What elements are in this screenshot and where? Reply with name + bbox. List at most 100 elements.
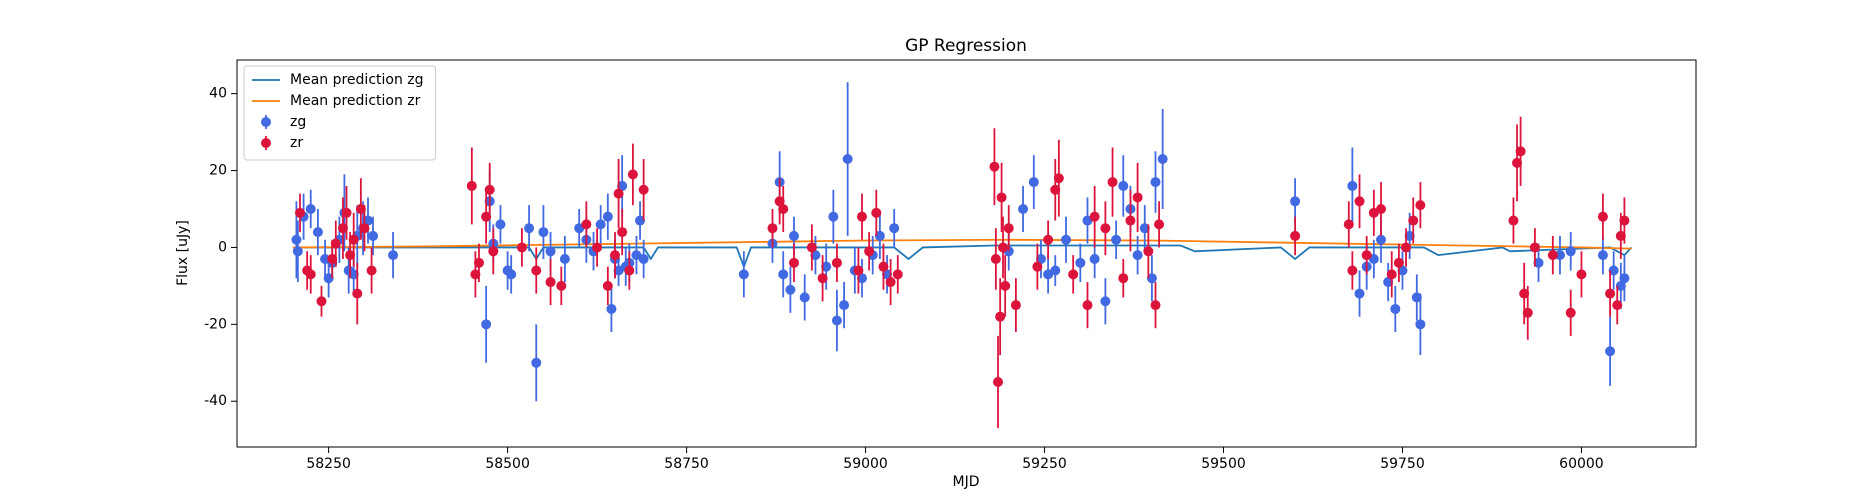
data-point bbox=[842, 154, 853, 165]
data-point bbox=[348, 269, 359, 280]
data-point bbox=[853, 265, 864, 276]
data-point bbox=[305, 203, 316, 214]
data-point bbox=[885, 277, 896, 288]
data-point bbox=[352, 288, 363, 299]
legend-box bbox=[243, 65, 437, 161]
y-tick-label: -40 bbox=[204, 393, 227, 409]
data-point bbox=[828, 211, 839, 222]
data-point bbox=[806, 242, 817, 253]
data-point bbox=[592, 242, 603, 253]
data-point bbox=[368, 230, 379, 241]
data-point bbox=[856, 273, 867, 284]
data-point bbox=[1390, 303, 1401, 314]
data-point bbox=[545, 277, 556, 288]
x-tick-label: 60000 bbox=[1559, 456, 1604, 472]
axes-frame bbox=[236, 59, 1697, 448]
data-point bbox=[1075, 257, 1086, 268]
data-point bbox=[481, 211, 492, 222]
data-point bbox=[1035, 253, 1046, 264]
data-point bbox=[778, 269, 789, 280]
data-point bbox=[366, 265, 377, 276]
data-point bbox=[1519, 288, 1530, 299]
y-tick-label: 0 bbox=[218, 239, 227, 255]
data-point bbox=[1533, 257, 1544, 268]
data-point bbox=[538, 227, 549, 238]
data-point bbox=[355, 203, 366, 214]
data-point bbox=[466, 180, 477, 191]
data-point bbox=[531, 357, 542, 368]
legend-label: zg bbox=[290, 114, 306, 130]
data-point bbox=[337, 223, 348, 234]
data-point bbox=[788, 257, 799, 268]
x-tick-label: 59000 bbox=[843, 456, 888, 472]
data-point bbox=[1576, 269, 1587, 280]
data-point bbox=[1132, 250, 1143, 261]
data-point bbox=[871, 207, 882, 218]
data-point bbox=[294, 207, 305, 218]
data-point bbox=[778, 203, 789, 214]
legend: Mean prediction zg Mean prediction zr zg zr bbox=[243, 65, 437, 161]
data-point bbox=[889, 223, 900, 234]
data-point bbox=[990, 253, 1001, 264]
data-point bbox=[821, 261, 832, 272]
data-point bbox=[1393, 257, 1404, 268]
data-point bbox=[1554, 250, 1565, 261]
x-tick-label: 58500 bbox=[485, 456, 530, 472]
data-point bbox=[1347, 180, 1358, 191]
data-point bbox=[1615, 280, 1626, 291]
data-point bbox=[1146, 273, 1157, 284]
data-point bbox=[1415, 319, 1426, 330]
data-point bbox=[1619, 273, 1630, 284]
data-point bbox=[878, 261, 889, 272]
data-point bbox=[363, 215, 374, 226]
legend-marker bbox=[261, 138, 271, 148]
data-point bbox=[1512, 157, 1523, 168]
data-point bbox=[1107, 177, 1118, 188]
data-point bbox=[305, 269, 316, 280]
data-point bbox=[1018, 203, 1029, 214]
data-point bbox=[1089, 253, 1100, 264]
data-point bbox=[388, 250, 399, 261]
data-point bbox=[1118, 180, 1129, 191]
data-point bbox=[1404, 230, 1415, 241]
data-point bbox=[609, 250, 620, 261]
data-point bbox=[1522, 307, 1533, 318]
data-point bbox=[1343, 219, 1354, 230]
data-point bbox=[545, 246, 556, 257]
data-point bbox=[864, 246, 875, 257]
data-point bbox=[1597, 250, 1608, 261]
data-point bbox=[635, 215, 646, 226]
data-point bbox=[1565, 246, 1576, 257]
data-point bbox=[627, 169, 638, 180]
data-point bbox=[1100, 296, 1111, 307]
data-point bbox=[531, 265, 542, 276]
data-point bbox=[839, 300, 850, 311]
data-point bbox=[1139, 223, 1150, 234]
data-point bbox=[638, 253, 649, 264]
data-point bbox=[1415, 200, 1426, 211]
data-point bbox=[874, 230, 885, 241]
data-point bbox=[1132, 192, 1143, 203]
chart-title: GP Regression bbox=[905, 36, 1027, 56]
plot-area bbox=[291, 82, 1633, 429]
data-point bbox=[856, 211, 867, 222]
data-point bbox=[1089, 211, 1100, 222]
data-point bbox=[470, 269, 481, 280]
data-point bbox=[481, 319, 492, 330]
data-point bbox=[989, 161, 1000, 172]
x-tick-label: 58250 bbox=[306, 456, 351, 472]
data-point bbox=[345, 250, 356, 261]
x-tick-label: 59500 bbox=[1201, 456, 1246, 472]
data-point bbox=[1547, 250, 1558, 261]
data-point bbox=[1150, 300, 1161, 311]
data-point bbox=[1401, 242, 1412, 253]
legend-label: zr bbox=[290, 135, 303, 151]
y-tick-label: 40 bbox=[209, 86, 227, 102]
data-point bbox=[330, 238, 341, 249]
data-point bbox=[323, 273, 334, 284]
data-point bbox=[581, 219, 592, 230]
data-point bbox=[799, 292, 810, 303]
data-point bbox=[524, 223, 535, 234]
data-point bbox=[998, 242, 1009, 253]
